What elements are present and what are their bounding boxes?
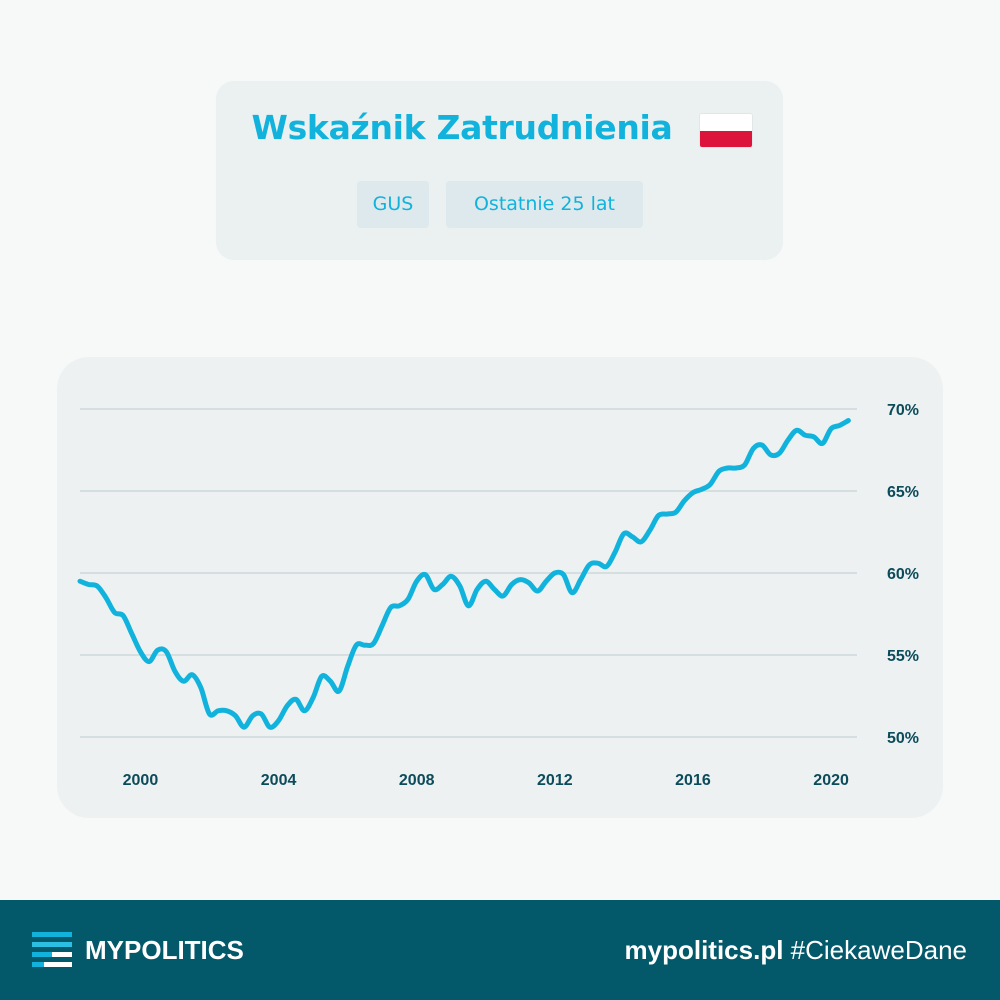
x-tick-label: 2004 bbox=[261, 772, 297, 789]
title-card bbox=[216, 81, 783, 260]
y-tick-label: 70% bbox=[887, 402, 919, 419]
source-tag: GUS bbox=[357, 181, 429, 228]
chart-title: Wskaźnik Zatrudnienia bbox=[251, 108, 673, 147]
period-tag: Ostatnie 25 lat bbox=[446, 181, 643, 228]
line-chart: 50% 55% 60% 65% 70% 2000 2004 2008 2012 2016 2020 bbox=[77, 402, 919, 789]
footer: MYPOLITICS mypolitics.pl #CiekaweDane bbox=[0, 900, 1000, 1000]
chart-card: 50% 55% 60% 65% 70% 2000 2004 2008 2012 2016 2020 bbox=[57, 357, 943, 818]
y-tick-label: 60% bbox=[887, 566, 919, 583]
hashtag: #CiekaweDane bbox=[783, 935, 967, 965]
footer-signature: mypolitics.pl #CiekaweDane bbox=[625, 930, 967, 970]
mypolitics-logo-icon bbox=[32, 932, 72, 967]
x-tick-label: 2016 bbox=[675, 772, 711, 789]
y-tick-label: 50% bbox=[887, 730, 919, 747]
series-line bbox=[77, 418, 851, 730]
y-tick-label: 55% bbox=[887, 648, 919, 665]
x-tick-label: 2012 bbox=[537, 772, 573, 789]
site-link[interactable]: mypolitics.pl bbox=[624, 935, 784, 965]
x-tick-label: 2020 bbox=[813, 772, 849, 789]
y-tick-label: 65% bbox=[887, 484, 919, 501]
poland-flag-icon bbox=[700, 114, 752, 147]
x-tick-label: 2000 bbox=[123, 772, 159, 789]
brand-name: MYPOLITICS bbox=[85, 935, 244, 965]
x-tick-label: 2008 bbox=[399, 772, 435, 789]
